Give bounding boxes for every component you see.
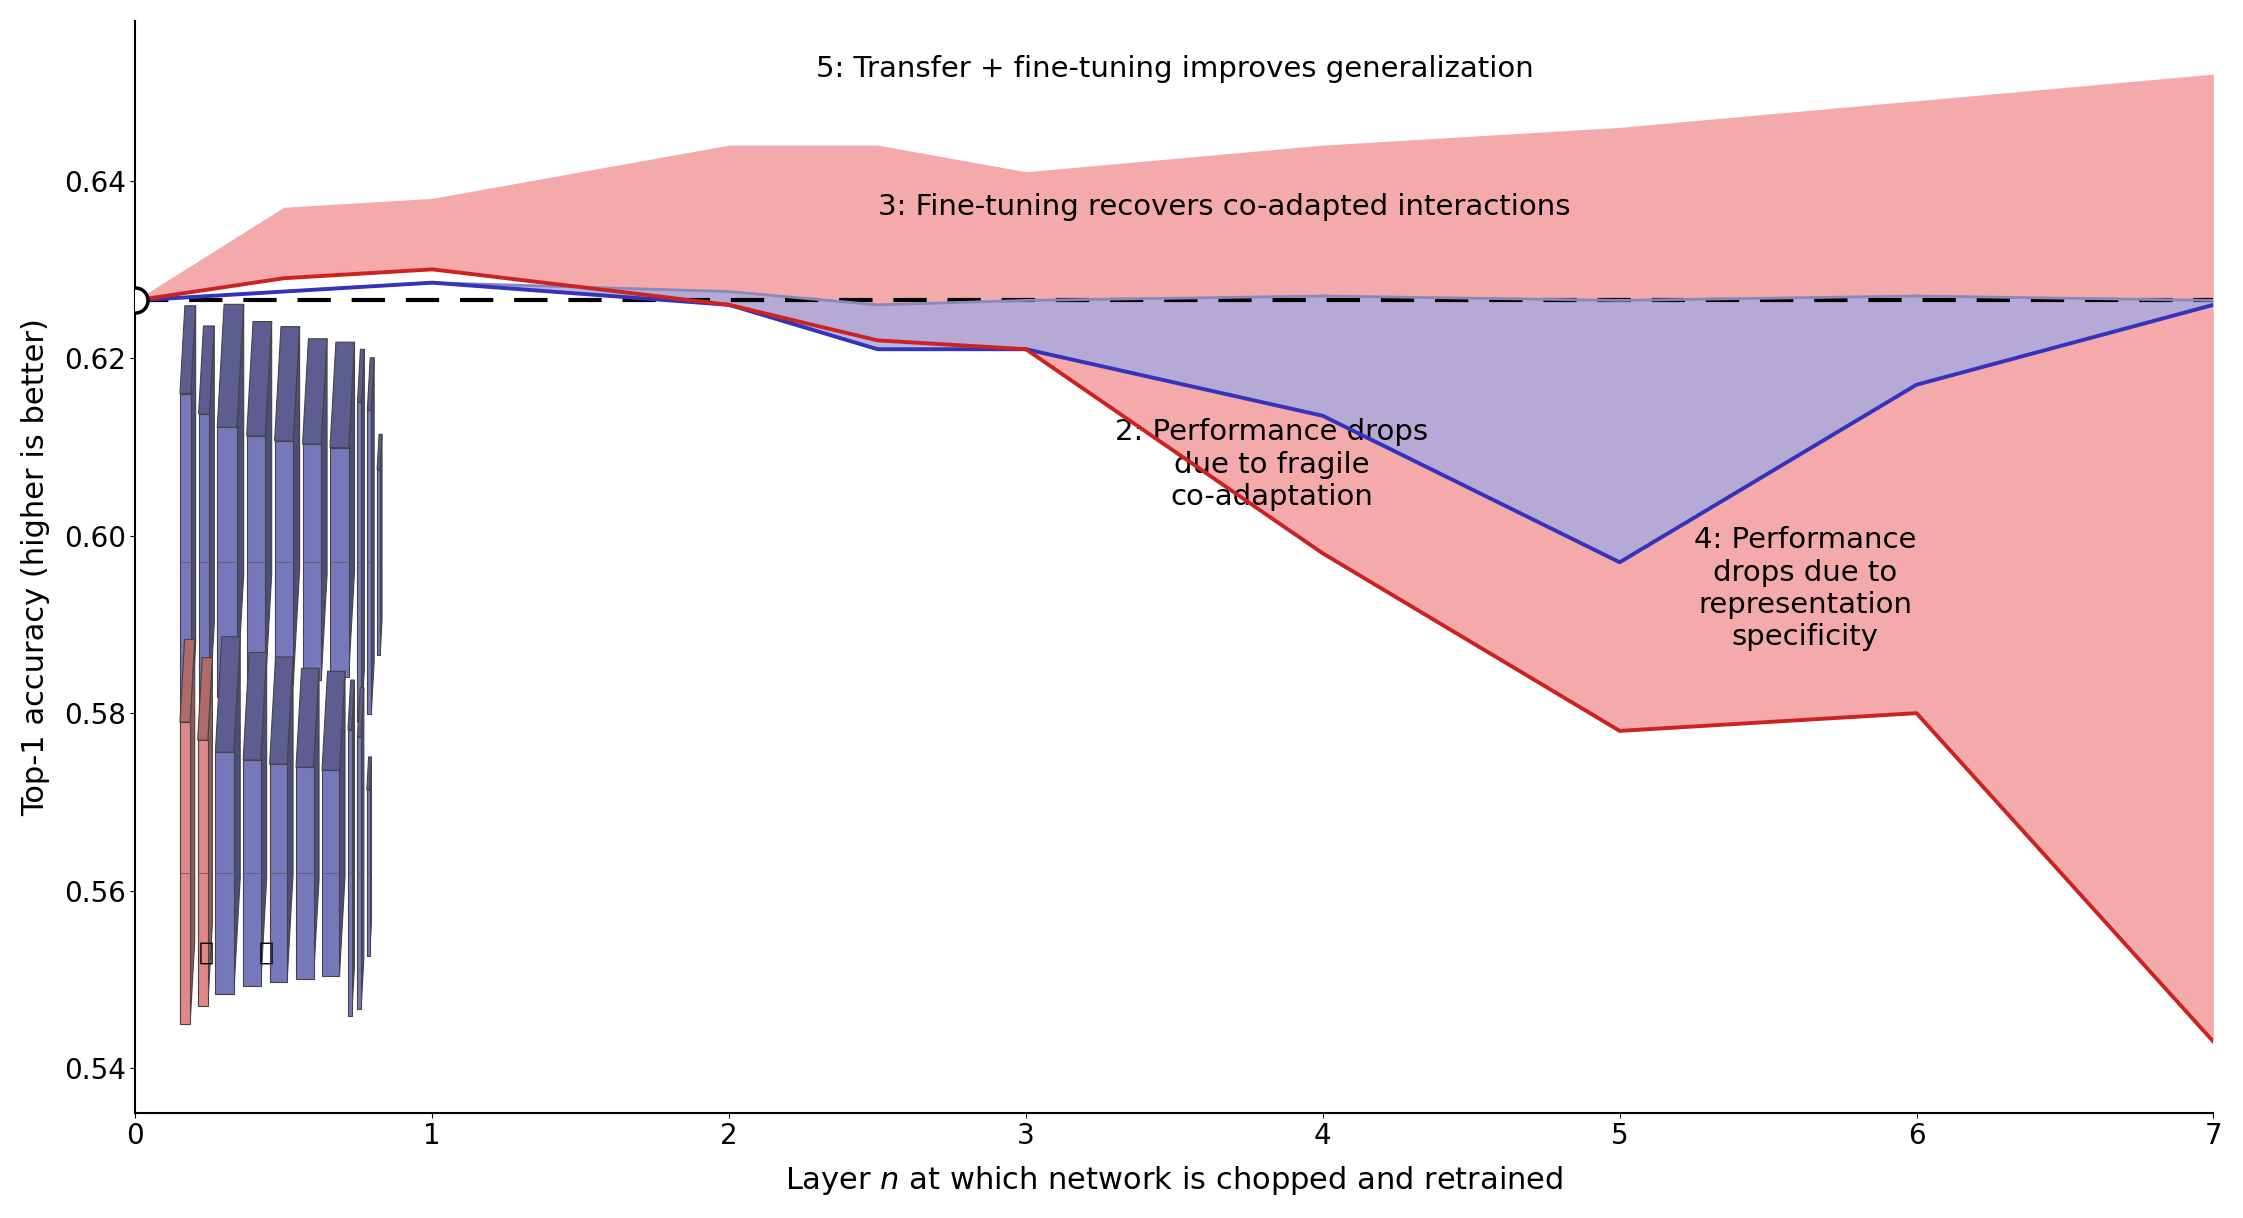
Polygon shape <box>200 326 215 414</box>
Polygon shape <box>242 760 260 987</box>
Polygon shape <box>238 304 244 697</box>
Polygon shape <box>368 790 370 956</box>
Polygon shape <box>368 358 375 410</box>
Polygon shape <box>303 339 327 445</box>
Polygon shape <box>179 639 195 722</box>
Polygon shape <box>330 447 348 677</box>
Polygon shape <box>377 435 381 469</box>
Polygon shape <box>287 657 294 982</box>
Polygon shape <box>357 688 363 737</box>
Polygon shape <box>265 322 271 688</box>
Polygon shape <box>303 445 321 681</box>
Polygon shape <box>321 339 327 681</box>
Text: 2: Performance drops
due to fragile
co-adaptation: 2: Performance drops due to fragile co-a… <box>1115 418 1429 512</box>
Polygon shape <box>323 671 345 770</box>
Polygon shape <box>200 414 209 710</box>
Polygon shape <box>348 342 354 677</box>
Polygon shape <box>179 393 191 731</box>
Polygon shape <box>361 350 363 722</box>
Text: ⚿: ⚿ <box>258 940 274 965</box>
Polygon shape <box>348 730 352 1016</box>
Polygon shape <box>209 658 213 1006</box>
Polygon shape <box>348 680 354 730</box>
Polygon shape <box>215 753 233 994</box>
Polygon shape <box>197 658 213 741</box>
Polygon shape <box>179 722 191 1024</box>
Polygon shape <box>218 428 238 697</box>
Polygon shape <box>209 326 215 710</box>
Polygon shape <box>357 350 363 402</box>
Text: 3: Fine-tuning recovers co-adapted interactions: 3: Fine-tuning recovers co-adapted inter… <box>877 194 1570 222</box>
Text: 5: Transfer + fine-tuning improves generalization: 5: Transfer + fine-tuning improves gener… <box>816 55 1534 83</box>
X-axis label: Layer $n$ at which network is chopped and retrained: Layer $n$ at which network is chopped an… <box>785 1164 1563 1197</box>
Polygon shape <box>247 322 271 436</box>
Polygon shape <box>197 741 209 1006</box>
Text: 4: Performance
drops due to
representation
specificity: 4: Performance drops due to representati… <box>1693 526 1916 652</box>
Polygon shape <box>294 326 301 683</box>
Polygon shape <box>357 737 361 1009</box>
Polygon shape <box>215 637 240 753</box>
Polygon shape <box>357 402 361 722</box>
Polygon shape <box>269 657 294 764</box>
Polygon shape <box>260 653 267 987</box>
Text: ⚿: ⚿ <box>200 940 213 965</box>
Polygon shape <box>323 770 339 976</box>
Polygon shape <box>242 653 267 760</box>
Polygon shape <box>233 637 240 994</box>
Polygon shape <box>274 441 294 683</box>
Polygon shape <box>361 688 363 1009</box>
Polygon shape <box>179 306 195 393</box>
Polygon shape <box>269 764 287 982</box>
Polygon shape <box>296 669 319 767</box>
Polygon shape <box>330 342 354 447</box>
Polygon shape <box>191 306 195 731</box>
Polygon shape <box>247 436 265 688</box>
Polygon shape <box>274 326 301 441</box>
Polygon shape <box>352 680 354 1016</box>
Polygon shape <box>314 669 319 978</box>
Y-axis label: Top-1 accuracy (higher is better): Top-1 accuracy (higher is better) <box>20 318 49 816</box>
Polygon shape <box>368 756 372 790</box>
Polygon shape <box>191 639 195 1024</box>
Polygon shape <box>377 469 379 655</box>
Polygon shape <box>372 358 375 714</box>
Polygon shape <box>339 671 345 976</box>
Polygon shape <box>368 410 372 714</box>
Polygon shape <box>218 304 244 428</box>
Polygon shape <box>296 767 314 978</box>
